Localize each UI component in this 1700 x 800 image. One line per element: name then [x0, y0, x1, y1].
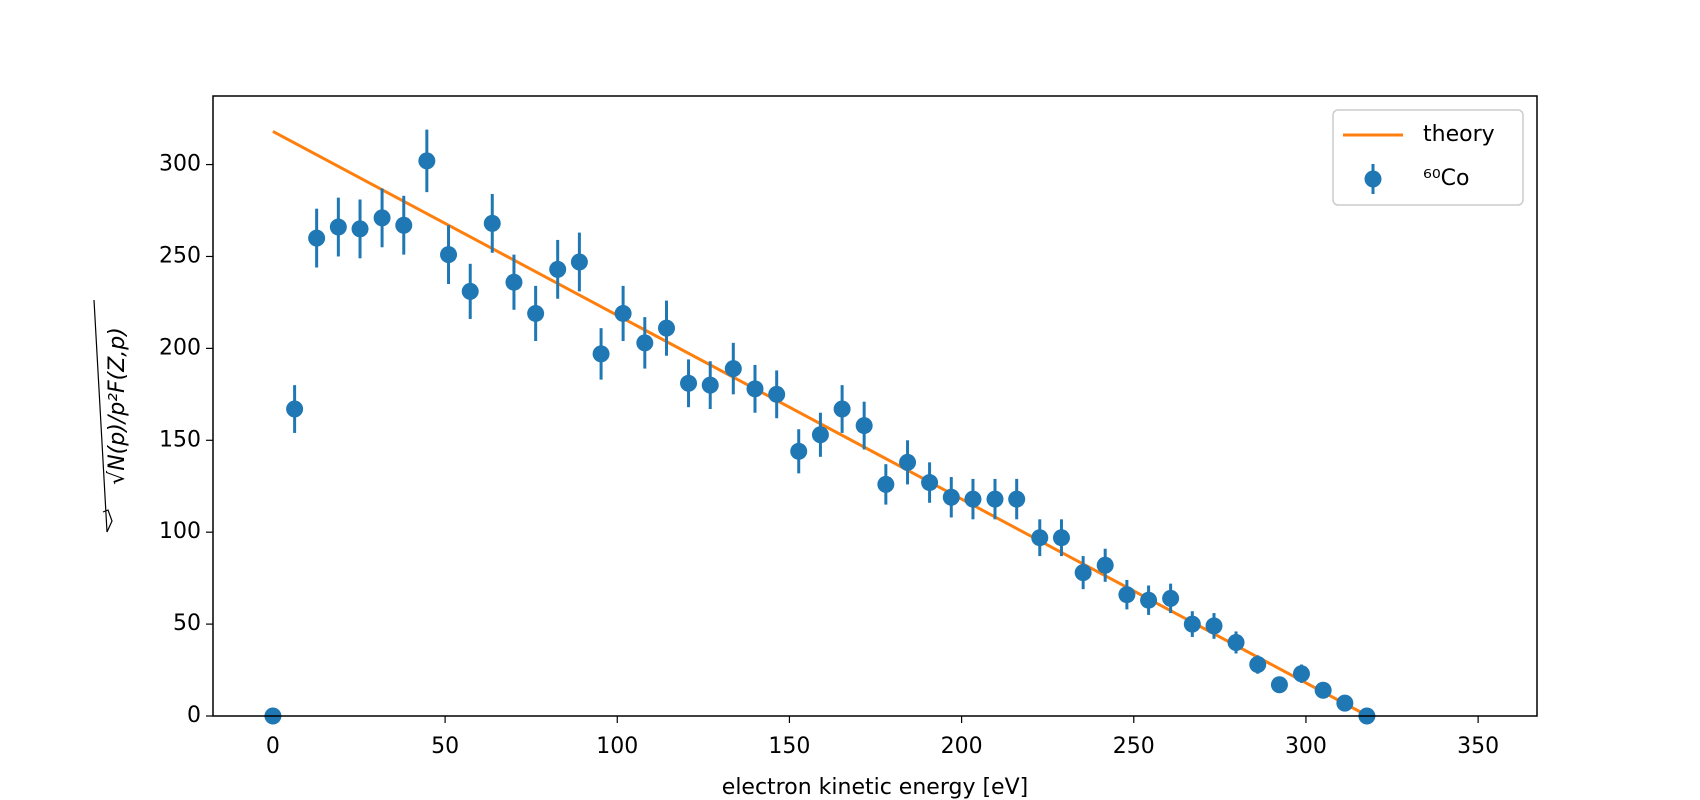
data-point	[570, 253, 588, 271]
y-tick-label: 50	[173, 611, 201, 636]
x-tick-label: 300	[1285, 734, 1327, 759]
x-tick-label: 100	[596, 734, 638, 759]
data-point	[680, 374, 698, 392]
data-point	[395, 216, 413, 234]
data-point	[768, 385, 786, 403]
y-tick-label: 0	[187, 703, 201, 728]
data-point	[440, 246, 458, 264]
y-axis-label: √N(p)/p²F(Z,p)	[105, 327, 130, 485]
data-point	[833, 400, 851, 418]
y-tick-label: 200	[159, 335, 201, 360]
data-point	[1052, 529, 1070, 547]
data-point	[942, 488, 960, 506]
data-point	[614, 304, 632, 322]
x-tick-label: 0	[266, 734, 280, 759]
data-point	[921, 474, 939, 492]
data-point	[286, 400, 304, 418]
data-point	[351, 220, 369, 238]
legend-swatch	[1364, 170, 1382, 188]
data-point	[1205, 617, 1223, 635]
data-point	[1140, 591, 1158, 609]
data-point	[701, 376, 719, 394]
data-point	[329, 218, 347, 236]
data-point	[1183, 615, 1201, 633]
data-point	[1336, 694, 1354, 712]
x-tick-label: 200	[941, 734, 983, 759]
data-point	[1162, 589, 1180, 607]
data-point	[1008, 490, 1026, 508]
y-tick-label: 300	[159, 152, 201, 177]
y-tick-label: 250	[159, 243, 201, 268]
data-point	[986, 490, 1004, 508]
data-point	[373, 209, 391, 227]
data-point	[505, 273, 523, 291]
data-point	[527, 304, 545, 322]
data-point	[461, 282, 479, 300]
x-tick-label: 50	[431, 734, 459, 759]
data-point	[1118, 586, 1136, 604]
x-tick-label: 250	[1113, 734, 1155, 759]
data-point	[899, 453, 917, 471]
data-point	[483, 214, 501, 232]
x-tick-label: 150	[768, 734, 810, 759]
legend-label: theory	[1423, 122, 1495, 147]
legend-label: ⁶⁰Co	[1423, 166, 1469, 191]
data-point	[658, 319, 676, 337]
data-point	[1314, 681, 1332, 699]
data-point	[964, 490, 982, 508]
data-point	[855, 417, 873, 435]
data-point	[1249, 656, 1267, 674]
data-point	[636, 334, 654, 352]
data-point	[418, 152, 436, 170]
data-point	[1227, 633, 1245, 651]
x-tick-label: 350	[1457, 734, 1499, 759]
data-point	[724, 360, 742, 378]
y-label-radical	[93, 299, 113, 533]
x-axis-label: electron kinetic energy [eV]	[722, 775, 1028, 800]
data-point	[308, 229, 326, 247]
data-point	[592, 345, 610, 363]
data-point	[877, 475, 895, 493]
data-point	[811, 426, 829, 444]
data-point	[1074, 564, 1092, 582]
data-point	[549, 260, 567, 278]
data-point	[1031, 529, 1049, 547]
plot-frame	[212, 95, 1538, 717]
data-point	[1270, 676, 1288, 694]
data-point	[790, 442, 808, 460]
y-tick-label: 150	[159, 427, 201, 452]
data-point	[1292, 665, 1310, 683]
data-point	[746, 380, 764, 398]
data-point	[1096, 556, 1114, 574]
y-tick-label: 100	[159, 519, 201, 544]
